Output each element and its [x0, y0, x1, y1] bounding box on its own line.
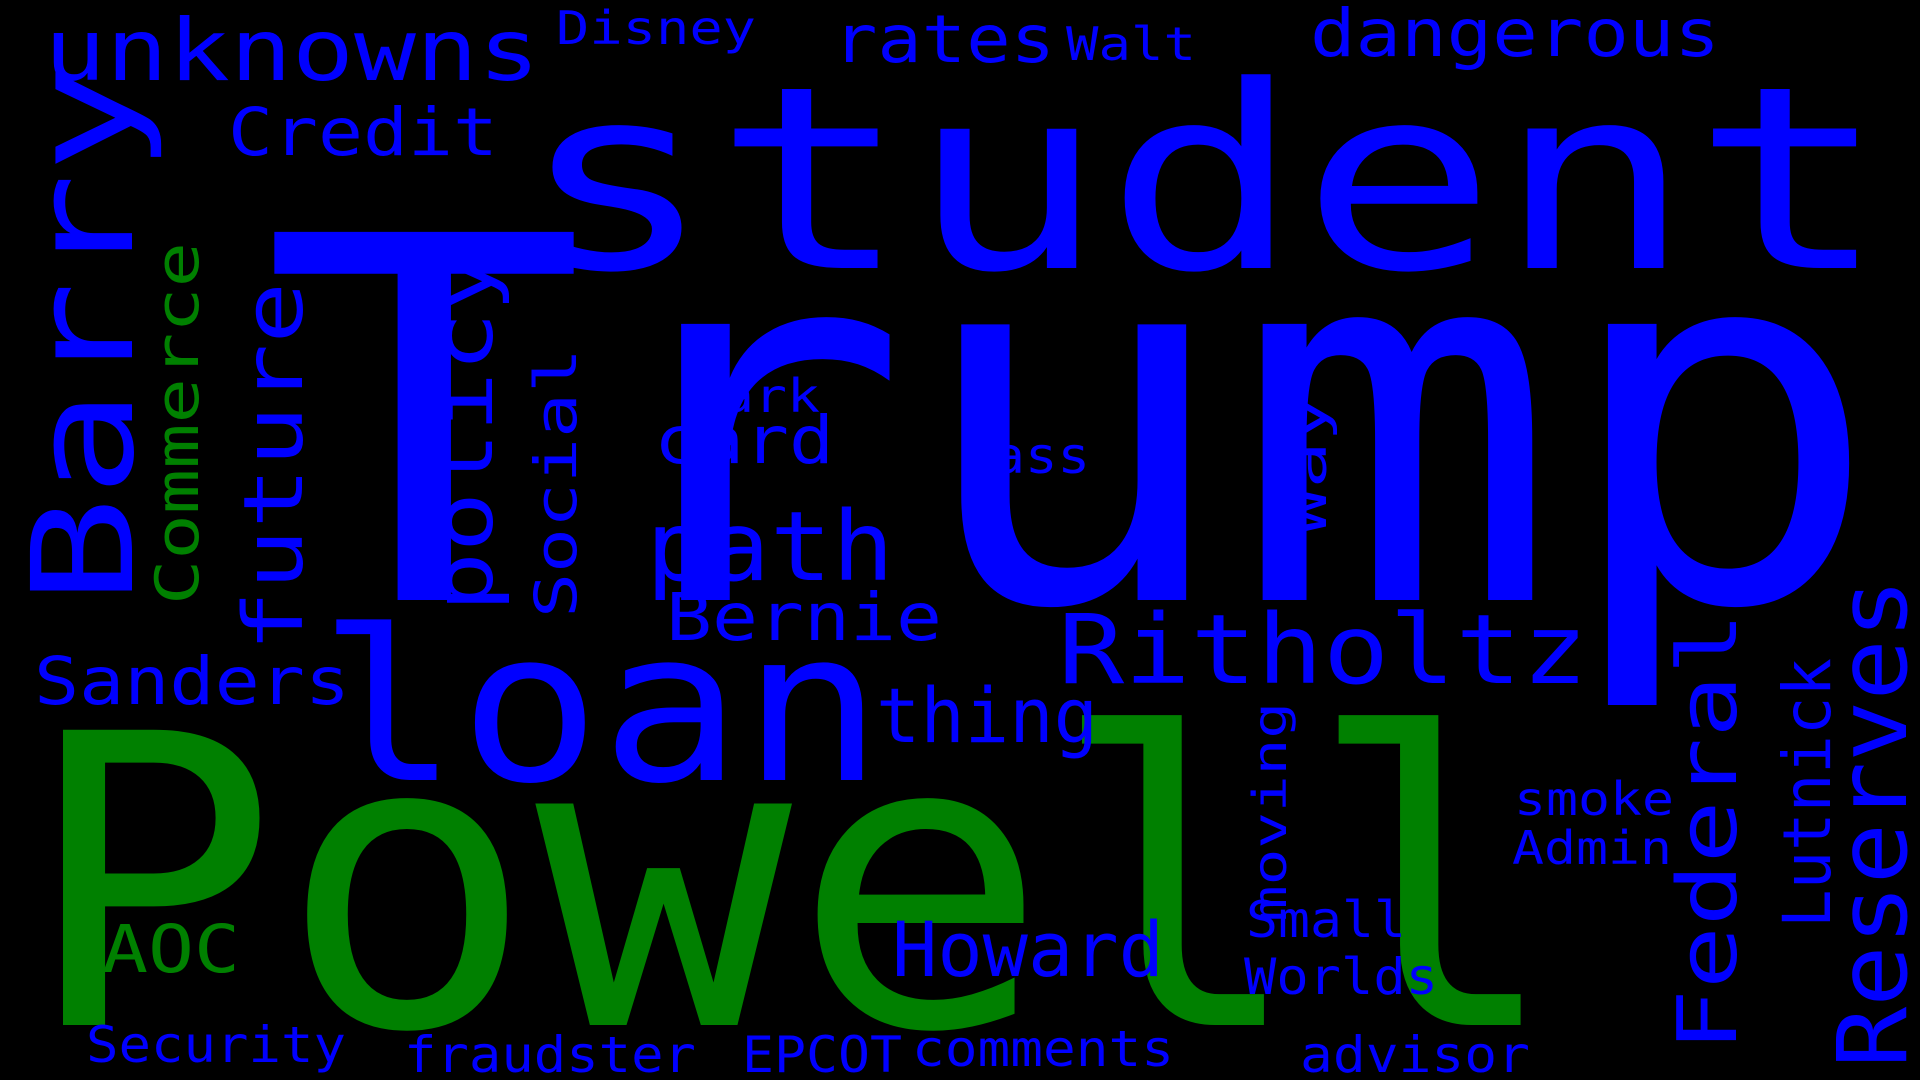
- word-future: future: [227, 282, 322, 652]
- word-mass: Mass: [960, 427, 1090, 485]
- word-trump: Trump: [262, 132, 1882, 720]
- word-sanders: Sanders: [34, 643, 350, 720]
- word-aoc: AOC: [102, 911, 240, 988]
- word-unknowns: unknowns: [44, 1, 540, 101]
- word-moving: moving: [1243, 702, 1297, 922]
- word-barry: Barry: [3, 65, 166, 605]
- word-smoke: smoke: [1514, 772, 1674, 826]
- word-howard: Howard: [892, 905, 1164, 994]
- word-comments: comments: [912, 1020, 1174, 1078]
- word-disney: Disney: [556, 1, 756, 55]
- word-path: path: [646, 491, 894, 603]
- word-fraudster: fraudster: [404, 1026, 696, 1080]
- word-dark: dark: [688, 369, 820, 423]
- word-lutnick: Lutnick: [1769, 658, 1846, 928]
- word-walt: Walt: [1066, 17, 1196, 71]
- word-commerce: Commerce: [143, 242, 213, 605]
- word-student: student: [518, 32, 1888, 329]
- word-powell: Powell: [22, 649, 1562, 1080]
- word-federal: Federal: [1661, 612, 1756, 1052]
- word-reserves: Reserves: [1817, 578, 1920, 1068]
- word-bernie: Bernie: [666, 579, 942, 656]
- word-ritholtz: Ritholtz: [1058, 594, 1588, 706]
- word-credit: Credit: [228, 94, 498, 171]
- word-loan: loan: [318, 585, 883, 830]
- word-thing: thing: [876, 671, 1098, 760]
- word-worlds: Worlds: [1244, 948, 1438, 1006]
- word-rates: rates: [833, 1, 1055, 78]
- word-epcot: EPCOT: [742, 1026, 902, 1080]
- word-dangerous: dangerous: [1310, 0, 1720, 72]
- word-policy: policy: [417, 252, 512, 612]
- word-small: Small: [1246, 891, 1406, 949]
- word-security: Security: [86, 1016, 346, 1074]
- word-social: Social: [522, 348, 590, 618]
- word-advisor: advisor: [1300, 1026, 1530, 1080]
- word-way: Way: [1279, 395, 1339, 535]
- word-admin: Admin: [1512, 821, 1672, 875]
- word-card: card: [654, 402, 834, 479]
